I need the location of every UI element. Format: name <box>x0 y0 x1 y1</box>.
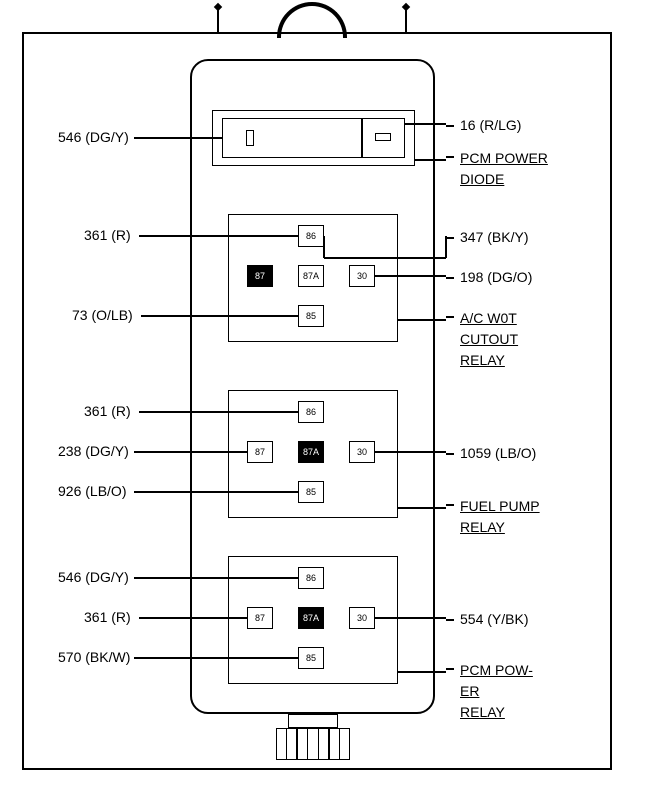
relay-pin-85: 85 <box>298 481 324 503</box>
wire-label: 361 (R) <box>84 609 131 625</box>
wire-label: 198 (DG/O) <box>460 269 532 285</box>
component-name: PCM POWERDIODE <box>460 148 600 190</box>
wire-label: 16 (R/LG) <box>460 117 521 133</box>
wire-label: 361 (R) <box>84 227 131 243</box>
component-name: PCM POW-ERRELAY <box>460 660 560 723</box>
relay-pin-86: 86 <box>298 567 324 589</box>
relay-pin-87A: 87A <box>298 607 324 629</box>
diagram-canvas: 546 (DG/Y)16 (R/LG)PCM POWERDIODE868787A… <box>0 0 645 787</box>
relay-pin-87: 87 <box>247 441 273 463</box>
relay-pin-85: 85 <box>298 647 324 669</box>
relay-pin-87A: 87A <box>298 265 324 287</box>
wire-label: 361 (R) <box>84 403 131 419</box>
relay-pin-86: 86 <box>298 225 324 247</box>
wire-label: 73 (O/LB) <box>72 307 133 323</box>
wire-label: 1059 (LB/O) <box>460 445 536 461</box>
wire-label: 347 (BK/Y) <box>460 229 528 245</box>
wire-label: 570 (BK/W) <box>58 649 130 665</box>
relay-pin-87: 87 <box>247 607 273 629</box>
relay-pin-30: 30 <box>349 441 375 463</box>
component-name: A/C W0TCUTOUTRELAY <box>460 308 550 371</box>
relay-pin-86: 86 <box>298 401 324 423</box>
relay-pin-87A: 87A <box>298 441 324 463</box>
wire-label: 926 (LB/O) <box>58 483 126 499</box>
wire-label: 546 (DG/Y) <box>58 569 129 585</box>
relay-pin-85: 85 <box>298 305 324 327</box>
wire-label: 546 (DG/Y) <box>58 129 129 145</box>
wire-label: 238 (DG/Y) <box>58 443 129 459</box>
relay-pin-87: 87 <box>247 265 273 287</box>
relay-pin-30: 30 <box>349 265 375 287</box>
component-name: FUEL PUMPRELAY <box>460 496 560 538</box>
wire-label: 554 (Y/BK) <box>460 611 528 627</box>
relay-pin-30: 30 <box>349 607 375 629</box>
